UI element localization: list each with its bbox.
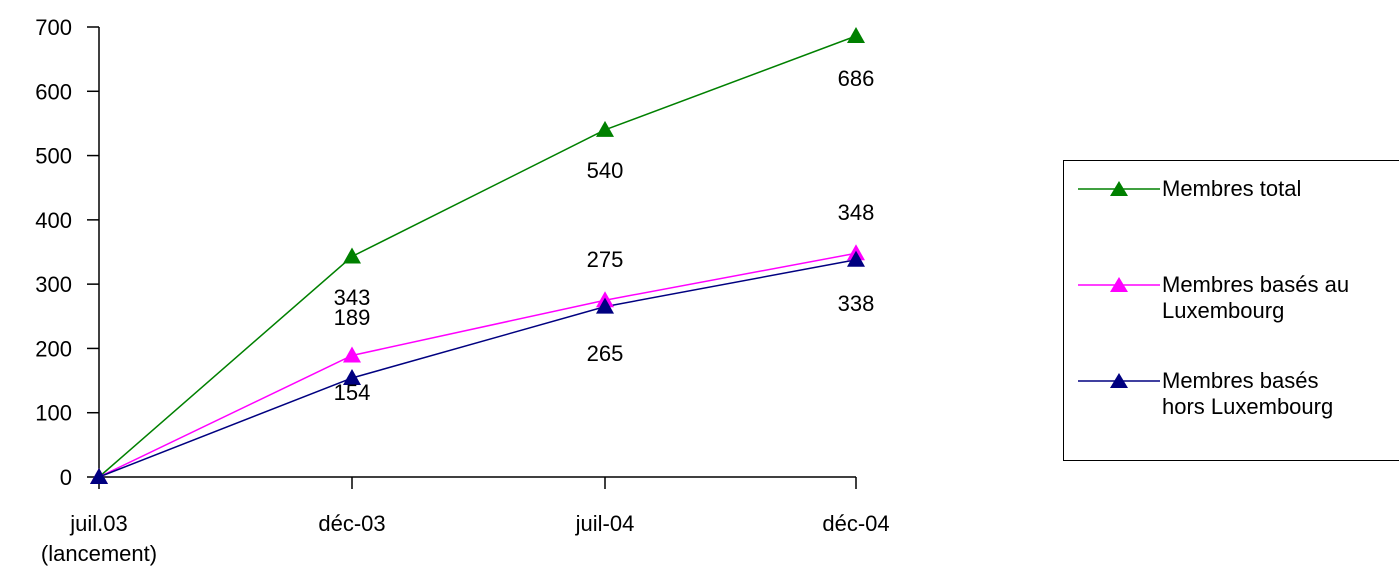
- data-label-luxembourg: 348: [838, 200, 875, 225]
- x-tick-label: déc-03: [318, 511, 385, 536]
- y-tick-label: 0: [60, 465, 72, 490]
- chart-axes: 0 100 200 300 400 500 600 700 juil.03 (lancement)…: [35, 15, 889, 566]
- marker-hors-luxembourg: [343, 369, 361, 385]
- y-tick-label: 500: [35, 144, 72, 169]
- data-label-hors-luxembourg: 265: [587, 341, 624, 366]
- series-line-luxembourg: [98, 252, 857, 478]
- data-label-luxembourg: 189: [334, 305, 371, 330]
- marker-total: [596, 120, 614, 137]
- line-chart: 0 100 200 300 400 500 600 700 juil.03 (lancement)…: [35, 15, 889, 566]
- data-label-total: 686: [838, 66, 875, 91]
- legend-label-hors-luxembourg: Membres basés hors Luxembourg: [1162, 368, 1334, 419]
- y-tick-label: 200: [35, 336, 72, 361]
- series-line-hors-luxembourg: [98, 258, 857, 478]
- y-tick-label: 300: [35, 272, 72, 297]
- data-label-total: 343: [334, 285, 371, 310]
- marker-total: [847, 27, 865, 43]
- x-tick-label: juil.03 (lancement): [41, 511, 157, 566]
- legend-swatch-hors-luxembourg: [1078, 373, 1160, 388]
- legend-label-total: Membres total: [1162, 176, 1302, 201]
- x-tick-label: juil-04: [575, 511, 635, 536]
- legend-swatch-luxembourg: [1078, 277, 1160, 292]
- data-label-hors-luxembourg: 338: [838, 291, 875, 316]
- marker-luxembourg: [343, 346, 361, 363]
- y-tick-label: 400: [35, 208, 72, 233]
- marker-hors-luxembourg: [596, 297, 614, 314]
- legend-label-luxembourg: Membres basés au Luxembourg: [1162, 272, 1350, 323]
- y-tick-label: 100: [35, 401, 72, 426]
- marker-hors-luxembourg: [90, 468, 108, 484]
- series-lines: [98, 35, 857, 478]
- marker-total: [343, 247, 361, 264]
- x-tick-label: déc-04: [822, 511, 889, 536]
- data-label-luxembourg: 275: [587, 247, 624, 272]
- y-tick-label: 600: [35, 79, 72, 104]
- legend-swatch-total: [1078, 181, 1160, 196]
- data-label-hors-luxembourg: 154: [334, 380, 371, 405]
- data-labels: 343 540 686 189 275 348 154 265 338: [334, 66, 875, 405]
- data-label-total: 540: [587, 158, 624, 183]
- legend: Membres total Membres basés au Luxembour…: [1063, 160, 1399, 461]
- marker-hors-luxembourg: [847, 250, 865, 267]
- y-tick-label: 700: [35, 15, 72, 40]
- series-markers: [90, 27, 865, 484]
- series-line-total: [98, 35, 857, 478]
